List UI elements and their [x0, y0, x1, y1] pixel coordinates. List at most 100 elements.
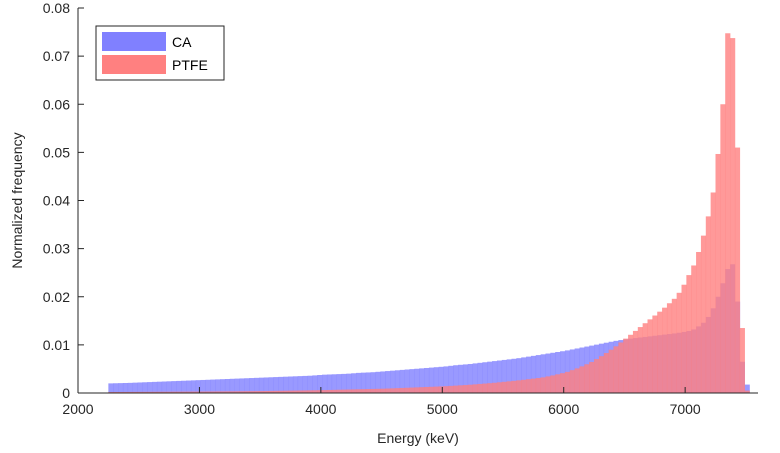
bar-ca: [283, 376, 289, 393]
bar-ptfe: [360, 389, 367, 393]
y-axis-label: Normalized frequency: [9, 132, 25, 268]
bar-ptfe: [700, 235, 707, 393]
bar-ptfe: [739, 328, 745, 393]
bar-ptfe: [671, 298, 677, 393]
bar-ptfe: [273, 390, 279, 393]
bar-ptfe: [720, 104, 726, 393]
bar-ptfe: [438, 386, 444, 393]
x-tick-label: 2000: [62, 401, 93, 417]
bar-ca: [288, 376, 294, 393]
bar-ptfe: [652, 315, 658, 393]
bar-ca: [312, 375, 318, 393]
bar-ca: [190, 380, 197, 393]
bar-ptfe: [526, 379, 532, 393]
bar-ptfe: [122, 391, 129, 393]
bar-ca: [458, 364, 464, 393]
bar-ptfe: [302, 390, 308, 393]
bar-ptfe: [462, 385, 469, 393]
bar-ptfe: [132, 391, 138, 393]
bar-ca: [254, 377, 260, 393]
bar-ptfe: [691, 265, 697, 393]
bar-ptfe: [496, 382, 503, 393]
bar-ptfe: [220, 391, 226, 393]
bar-ca: [526, 356, 532, 393]
bar-ca: [477, 362, 483, 393]
bar-ptfe: [506, 381, 512, 393]
bar-ptfe: [657, 311, 663, 393]
bar-ptfe: [715, 153, 721, 393]
bar-ptfe: [181, 391, 187, 393]
bar-ca: [564, 350, 571, 393]
bar-ca: [414, 368, 420, 393]
bar-ca: [205, 379, 211, 393]
bar-ptfe: [618, 342, 624, 393]
bar-ca: [356, 372, 362, 393]
bar-ca: [453, 365, 459, 393]
bar-ptfe: [584, 364, 590, 393]
bar-ptfe: [118, 391, 124, 393]
bar-ca: [501, 359, 507, 393]
y-tick-label: 0.03: [43, 241, 70, 257]
bar-ca: [496, 360, 503, 393]
legend: CA PTFE: [95, 25, 225, 81]
bar-ptfe: [127, 391, 133, 393]
bar-ptfe: [564, 371, 571, 393]
bar-ptfe: [424, 386, 430, 393]
bar-ptfe: [375, 388, 381, 393]
bar-ca: [278, 376, 284, 393]
bar-ca: [550, 352, 556, 393]
bar-ptfe: [550, 375, 556, 393]
bar-ptfe: [322, 390, 328, 393]
bar-ptfe: [404, 387, 410, 393]
bar-ca: [258, 377, 265, 393]
x-tick-label: 6000: [548, 401, 579, 417]
bar-ca: [336, 374, 342, 393]
bar-ptfe: [307, 390, 313, 393]
bar-ptfe: [530, 378, 537, 393]
bar-ptfe: [414, 387, 420, 393]
bar-ca: [365, 372, 371, 393]
bar-ptfe: [628, 334, 634, 393]
bar-ca: [492, 361, 498, 393]
bar-ca: [380, 371, 386, 393]
bar-ca: [195, 380, 201, 393]
bar-ca: [530, 355, 537, 393]
y-tick-label: 0.01: [43, 337, 70, 353]
bar-ca: [297, 376, 303, 393]
bar-ptfe: [161, 391, 167, 393]
bar-ptfe: [166, 391, 172, 393]
legend-swatch-ptfe: [102, 55, 166, 74]
bar-ptfe: [560, 373, 566, 393]
bar-ca: [424, 367, 430, 393]
bar-ca: [331, 374, 337, 393]
bar-ptfe: [574, 368, 580, 393]
bar-ca: [176, 380, 182, 393]
bar-ca: [462, 364, 469, 393]
y-tick-label: 0.08: [43, 0, 70, 16]
legend-label-ca: CA: [172, 34, 192, 50]
bar-ca: [137, 382, 143, 393]
bar-ca: [351, 373, 357, 393]
bar-ca: [438, 366, 444, 393]
bar-ptfe: [200, 391, 206, 393]
bar-ptfe: [579, 366, 585, 393]
bar-ca: [273, 377, 279, 393]
bar-ptfe: [278, 390, 284, 393]
bar-ptfe: [535, 378, 541, 393]
bar-ptfe: [540, 377, 546, 393]
bar-ptfe: [608, 349, 614, 393]
bar-ptfe: [725, 33, 731, 394]
bar-ca: [239, 378, 245, 393]
bar-ca: [482, 362, 488, 393]
bar-ca: [307, 375, 313, 393]
y-tick-label: 0.07: [43, 48, 70, 64]
bar-ptfe: [215, 391, 221, 393]
bar-ptfe: [632, 330, 639, 393]
bar-ca: [370, 372, 376, 393]
bar-ptfe: [137, 391, 143, 393]
bar-ptfe: [428, 386, 435, 393]
bar-ptfe: [477, 383, 483, 393]
y-tick-label: 0.05: [43, 144, 70, 160]
bar-ptfe: [190, 391, 197, 393]
